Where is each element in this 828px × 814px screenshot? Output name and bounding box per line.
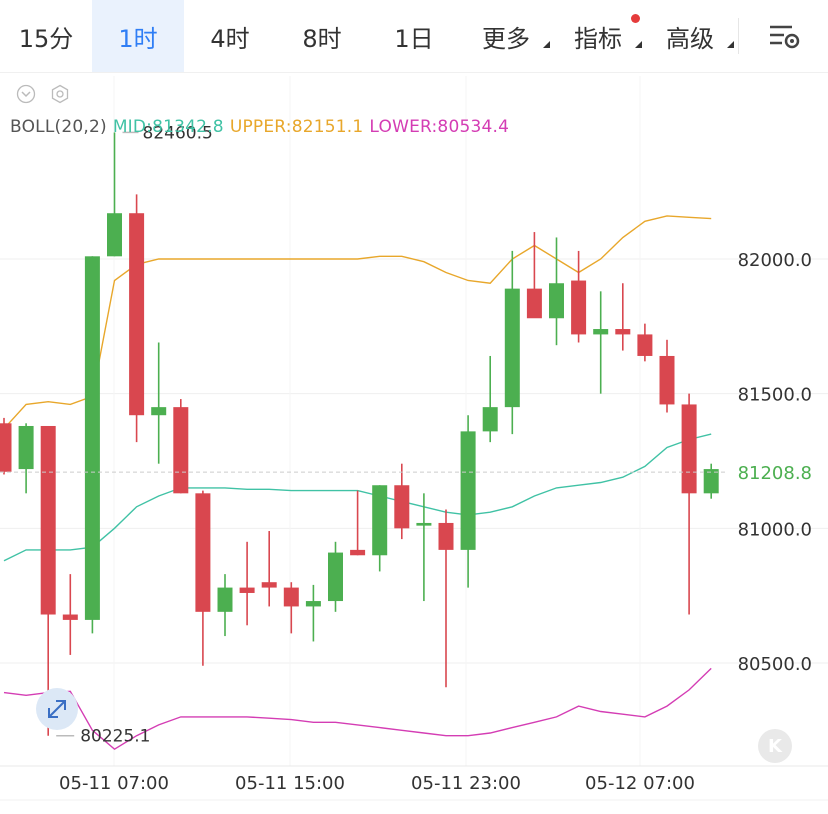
indicator-settings-icon[interactable] <box>50 84 70 104</box>
boll-legend-upper: UPPER:82151.1 <box>229 117 364 137</box>
current-price-label: 81208.8 <box>738 463 812 484</box>
y-axis-tick-label: 82000.0 <box>738 250 812 271</box>
candle-body <box>18 425 34 470</box>
max-price-label: 82460.5 <box>143 123 213 143</box>
candle-body <box>372 485 388 556</box>
x-axis-tick-label: 05-11 15:00 <box>235 773 345 794</box>
candle-body <box>703 469 719 494</box>
tab-advanced[interactable]: 高级 <box>644 0 736 72</box>
boll-legend: BOLL(20,2) MID:81342.8 UPPER:82151.1 LOWER:… <box>10 117 515 137</box>
candle-body <box>438 522 454 550</box>
boll-lower-line <box>3 667 712 751</box>
boll-legend-mid: MID:81342.8 <box>112 117 224 137</box>
timeframe-toolbar: 15分 1时 4时 8时 1日 更多 指标 高级 <box>0 0 828 73</box>
candle-body <box>394 485 410 529</box>
candle-body <box>637 334 653 356</box>
reset-chart-icon[interactable]: K <box>758 729 792 763</box>
candle-body <box>681 404 697 494</box>
current-price-label-bg <box>728 457 828 488</box>
dropdown-triangle-icon <box>635 41 642 48</box>
candle-body <box>195 493 211 612</box>
candle-body <box>62 614 78 620</box>
x-axis-tick-label: 05-11 23:00 <box>411 773 521 794</box>
tab-1hour[interactable]: 1时 <box>92 0 184 72</box>
candle-body <box>283 587 299 607</box>
candle-body <box>261 582 277 588</box>
boll-upper-line <box>3 215 712 430</box>
candle-body <box>526 288 542 319</box>
tab-1day[interactable]: 1日 <box>368 0 460 72</box>
y-axis-tick-label: 81000.0 <box>738 519 812 540</box>
boll-legend-lower: LOWER:80534.4 <box>369 117 510 137</box>
x-axis-tick-label: 05-12 07:00 <box>585 773 695 794</box>
candle-body <box>416 522 432 526</box>
candle-body <box>84 256 100 620</box>
tab-label: 15分 <box>18 24 74 53</box>
candle-body <box>571 280 587 335</box>
boll-mid-line <box>3 433 712 562</box>
tab-4hour[interactable]: 4时 <box>184 0 276 72</box>
candle-body <box>460 431 476 550</box>
candle-body <box>549 283 564 319</box>
candle-body <box>173 407 189 494</box>
tab-label: 指标 <box>574 24 622 53</box>
tab-label: 4时 <box>210 24 250 53</box>
candle-body <box>615 329 631 335</box>
notification-dot-icon <box>631 14 640 23</box>
candle-body <box>0 423 12 472</box>
candle-body <box>328 552 343 602</box>
candle-body <box>350 549 366 556</box>
tab-more[interactable]: 更多 <box>460 0 552 72</box>
y-axis-tick-label: 81500.0 <box>738 385 812 406</box>
candle-body <box>40 425 56 615</box>
y-axis-tick-label: 80500.0 <box>738 654 812 675</box>
tab-label: 1日 <box>394 24 434 53</box>
candle-body <box>217 587 233 612</box>
tab-8hour[interactable]: 8时 <box>276 0 368 72</box>
candle-body <box>659 355 675 405</box>
candle-body <box>305 601 321 607</box>
candle-body <box>129 213 145 416</box>
boll-legend-name: BOLL(20,2) <box>10 117 107 137</box>
candle-body <box>151 407 167 416</box>
zoom-expand-icon[interactable] <box>36 688 78 730</box>
min-price-label: 80225.1 <box>80 727 150 747</box>
candle-body <box>482 407 498 432</box>
tab-label: 更多 <box>482 24 530 53</box>
tab-label: 1时 <box>118 24 158 53</box>
tab-indicators[interactable]: 指标 <box>552 0 644 72</box>
x-axis-tick-label: 05-11 07:00 <box>59 773 169 794</box>
tab-label: 8时 <box>302 24 342 53</box>
chart-settings-icon[interactable] <box>768 22 800 50</box>
collapse-chevron-icon[interactable] <box>16 84 36 104</box>
candle-body <box>107 213 122 257</box>
tab-15min[interactable]: 15分 <box>0 0 92 72</box>
tab-label: 高级 <box>666 24 714 53</box>
candle-body <box>593 329 609 335</box>
candle-body <box>504 288 520 408</box>
dropdown-triangle-icon <box>543 41 550 48</box>
dropdown-triangle-icon <box>727 41 734 48</box>
toolbar-divider <box>738 18 739 54</box>
candle-body <box>239 587 255 593</box>
